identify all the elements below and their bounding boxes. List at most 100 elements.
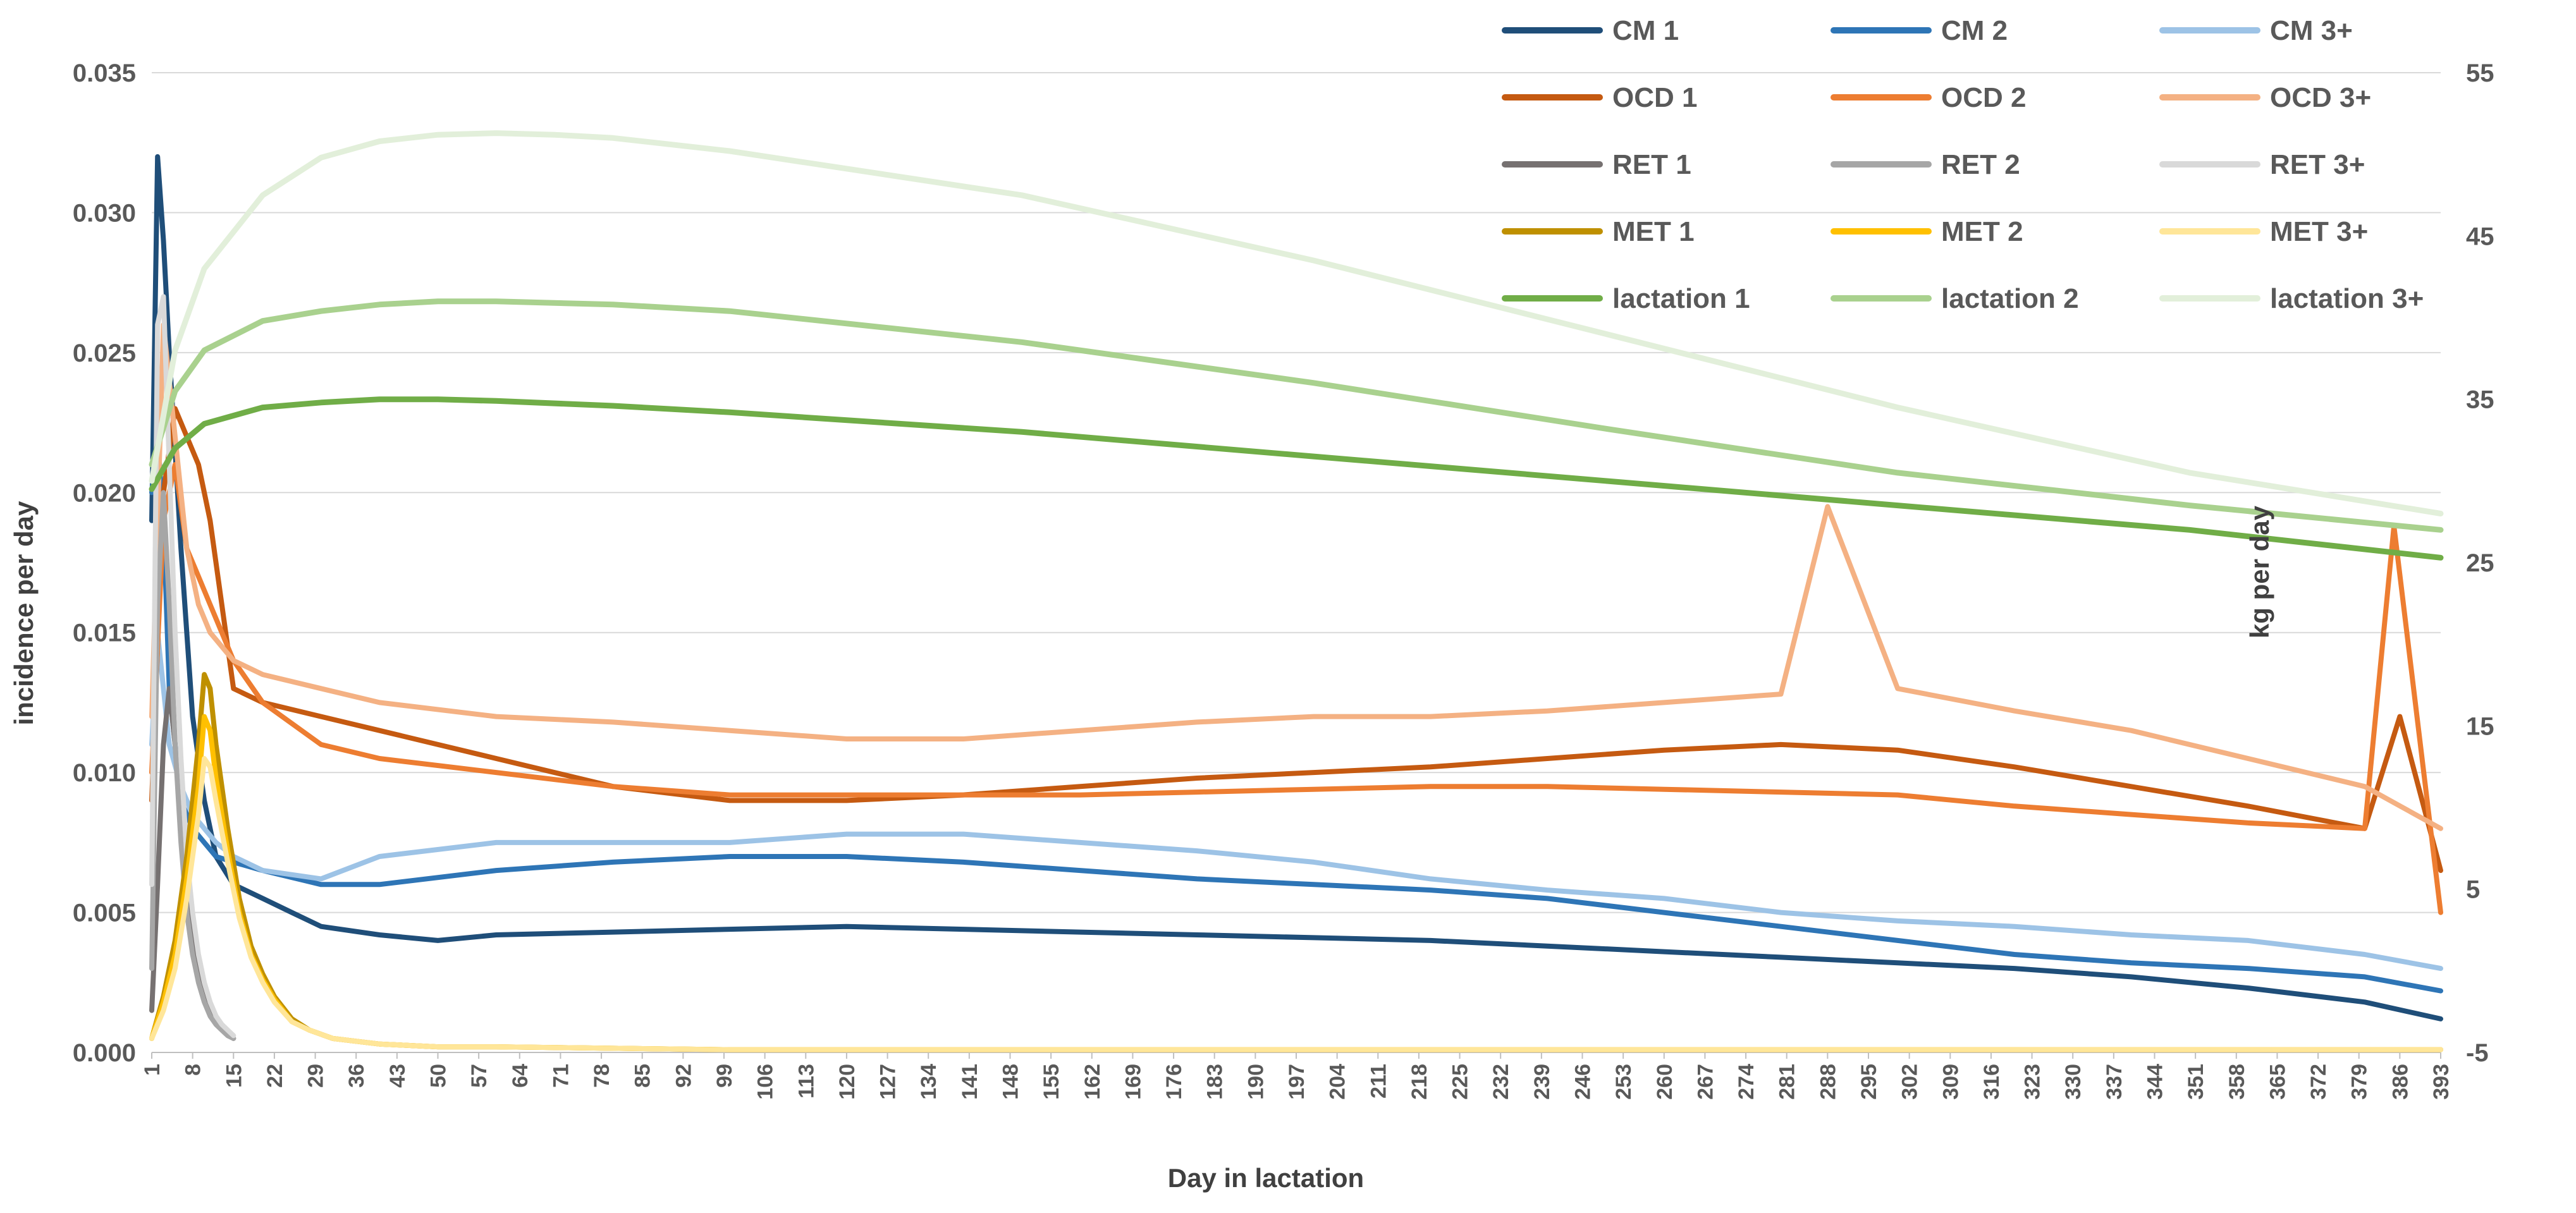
x-tick-label: 330 [2061,1064,2085,1100]
x-tick-label: 274 [1734,1064,1758,1100]
x-tick-label: 50 [427,1064,451,1088]
x-tick-label: 71 [549,1064,573,1088]
series-line-ocd-2 [149,462,2443,915]
series-line-ocd-3- [149,322,2443,831]
legend-label: lactation 2 [1941,283,2079,314]
x-tick-label: 351 [2184,1064,2208,1100]
y2-tick-label: 25 [2466,549,2494,577]
y2-tick-label: 35 [2466,386,2494,414]
x-axis-ticks: 1 8 15 22 29 36 43 50 57 64 71 78 85 92 99 106 113 120 127… [140,1052,2453,1100]
y-tick-label: 0.005 [73,899,136,927]
series-line-ocd-1 [149,406,2443,874]
y-axis-left-title: incidence per day [9,501,39,725]
x-tick-label: 113 [794,1064,818,1099]
y-tick-label: 0.000 [73,1039,136,1067]
x-tick-label: 295 [1857,1064,1881,1100]
gridlines [152,72,2441,1053]
x-tick-label: 316 [1980,1064,2004,1100]
y-tick-label: 0.015 [73,619,136,647]
x-tick-label: 15 [222,1064,246,1088]
x-tick-label: 57 [467,1064,491,1088]
series-line-lactation-3- [149,130,2444,516]
x-tick-label: 393 [2429,1064,2453,1100]
x-tick-label: 43 [386,1064,410,1088]
x-tick-label: 1 [140,1064,164,1076]
legend-label: OCD 3+ [2270,82,2371,113]
series-line-ret-2 [149,490,236,1041]
x-tick-label: 239 [1530,1064,1554,1100]
x-tick-label: 64 [508,1064,532,1088]
series-line-cm-1 [149,154,2443,1021]
x-tick-label: 260 [1653,1064,1677,1100]
x-tick-label: 162 [1081,1064,1105,1100]
x-tick-label: 127 [876,1064,900,1100]
y-axis-right-ticks: -5 5 15 25 35 45 55 [2466,59,2494,1067]
y2-tick-label: 5 [2466,876,2480,904]
x-tick-label: 190 [1244,1064,1268,1100]
x-tick-label: 386 [2388,1064,2412,1100]
x-tick-label: 218 [1408,1064,1432,1100]
x-tick-label: 169 [1121,1064,1145,1100]
series-lines [149,130,2444,1052]
x-tick-label: 85 [631,1064,655,1088]
legend-label: OCD 2 [1941,82,2026,113]
x-tick-label: 225 [1449,1064,1473,1100]
x-tick-label: 120 [835,1064,859,1100]
x-tick-label: 288 [1816,1064,1840,1100]
legend-label: CM 3+ [2270,15,2353,46]
x-tick-label: 183 [1203,1064,1227,1100]
x-axis-title: Day in lactation [1168,1163,1364,1193]
x-tick-label: 78 [590,1064,614,1088]
legend-label: MET 2 [1941,216,2023,247]
y2-tick-label: 45 [2466,222,2494,250]
x-tick-label: 372 [2307,1064,2331,1100]
series-line-ret-3- [149,294,236,1039]
legend-label: CM 2 [1941,15,2008,46]
x-tick-label: 36 [345,1064,369,1088]
x-tick-label: 197 [1285,1064,1309,1100]
x-tick-label: 155 [1040,1064,1064,1100]
y-tick-label: 0.030 [73,199,136,227]
x-tick-label: 358 [2225,1064,2249,1100]
legend-label: OCD 1 [1612,82,1697,113]
x-tick-label: 246 [1571,1064,1595,1100]
x-tick-label: 211 [1366,1064,1390,1099]
legend-label: MET 1 [1612,216,1695,247]
y2-tick-label: 55 [2466,59,2494,87]
x-tick-label: 106 [754,1064,778,1100]
y-tick-label: 0.010 [73,759,136,787]
x-tick-label: 99 [713,1064,737,1088]
legend-label: lactation 1 [1612,283,1750,314]
x-tick-label: 29 [304,1064,328,1088]
legend-label: RET 2 [1941,149,2020,180]
x-tick-label: 141 [958,1064,982,1100]
y2-tick-label: -5 [2466,1039,2489,1067]
x-tick-label: 134 [917,1064,941,1100]
x-tick-label: 379 [2348,1064,2372,1100]
y-axis-left-ticks: 0.000 0.005 0.010 0.015 0.020 0.025 0.030 0.035 [73,59,136,1067]
y-axis-right-title: kg per day [2245,505,2274,638]
legend-label: MET 3+ [2270,216,2368,247]
series-line-met-3- [149,756,2443,1052]
x-tick-label: 281 [1776,1064,1800,1100]
x-tick-label: 323 [2021,1064,2045,1100]
x-tick-label: 267 [1693,1064,1717,1100]
series-line-cm-3- [149,630,2443,972]
x-tick-label: 148 [999,1064,1023,1100]
legend: CM 1 CM 2 CM 3+ OCD 1 OCD 2 OCD 3+ RET 1 RET 2 R… [1502,15,2424,314]
x-tick-label: 22 [263,1064,287,1088]
y2-tick-label: 15 [2466,712,2494,740]
legend-label: CM 1 [1612,15,1679,46]
x-tick-label: 309 [1939,1064,1963,1100]
x-tick-label: 365 [2266,1064,2290,1100]
x-tick-label: 302 [1898,1064,1922,1100]
legend-label: RET 1 [1612,149,1691,180]
series-line-lactation-1 [149,396,2444,561]
x-tick-label: 8 [181,1064,205,1076]
series-line-lactation-2 [149,298,2444,533]
x-tick-label: 176 [1162,1064,1186,1100]
x-tick-label: 92 [672,1064,696,1088]
x-tick-label: 337 [2102,1064,2126,1100]
x-tick-label: 232 [1489,1064,1513,1100]
